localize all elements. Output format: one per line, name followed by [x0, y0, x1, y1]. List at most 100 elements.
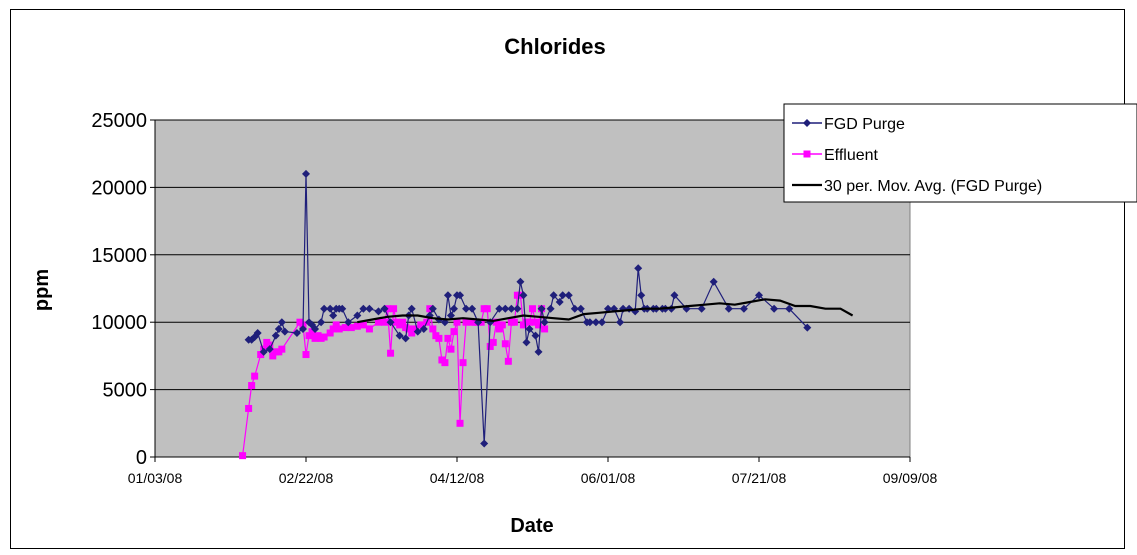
data-point-square	[456, 419, 464, 427]
x-axis-title: Date	[510, 515, 553, 537]
data-point-square	[486, 342, 494, 350]
data-point-diamond	[546, 304, 555, 313]
data-point-diamond	[549, 291, 558, 300]
data-point-diamond	[531, 331, 540, 340]
y-tick-label: 15000	[91, 245, 147, 267]
data-point-square	[365, 325, 373, 333]
data-point-square	[251, 372, 259, 380]
data-point-diamond	[271, 331, 280, 340]
data-point-square	[417, 321, 425, 329]
data-point-square	[483, 305, 491, 313]
y-tick-label: 10000	[91, 312, 147, 334]
y-tick-label: 25000	[91, 110, 147, 132]
data-point-diamond	[386, 318, 395, 327]
data-point-square	[408, 329, 416, 337]
data-point-diamond	[253, 328, 262, 337]
data-point-diamond	[507, 304, 516, 313]
series-layer	[239, 169, 854, 460]
data-point-diamond	[395, 331, 404, 340]
chart-title: Chlorides	[504, 34, 605, 59]
data-point-diamond	[277, 318, 286, 327]
data-point-diamond	[519, 291, 528, 300]
data-point-diamond	[803, 323, 812, 332]
x-axis-ticks: 01/03/08 02/22/08 04/12/08 06/01/08 07/21/08…	[128, 457, 937, 486]
data-point-diamond	[616, 318, 625, 327]
data-point-diamond	[709, 277, 718, 286]
data-point-diamond	[265, 345, 274, 354]
data-point-square	[305, 332, 313, 340]
data-point-square	[444, 334, 452, 342]
data-point-square	[239, 452, 247, 460]
data-point-square	[405, 325, 413, 333]
data-point-diamond	[468, 304, 477, 313]
data-point-square	[441, 359, 449, 367]
data-point-diamond	[329, 311, 338, 320]
data-point-square	[302, 351, 310, 359]
data-point-diamond	[670, 291, 679, 300]
legend-label: Effluent	[824, 147, 879, 164]
data-point-square	[453, 318, 461, 326]
data-point-diamond	[320, 304, 329, 313]
data-point-diamond	[501, 304, 510, 313]
data-point-square	[495, 325, 503, 333]
legend: FGD Purge Effluent 30 per. Mov. Avg. (FGD …	[783, 103, 1137, 203]
y-axis-ticks: 0 5000 10000 15000 20000 25000	[91, 110, 155, 469]
legend-swatch-marker	[803, 150, 811, 158]
x-tick-label: 07/21/08	[732, 470, 787, 486]
data-point-diamond	[344, 318, 353, 327]
data-point-diamond	[570, 304, 579, 313]
data-point-square	[353, 322, 361, 330]
data-point-square	[435, 334, 443, 342]
data-point-diamond	[380, 304, 389, 313]
y-tick-label: 5000	[103, 380, 148, 402]
data-point-diamond	[739, 304, 748, 313]
data-point-square	[504, 357, 512, 365]
data-point-diamond	[480, 439, 489, 448]
data-point-square	[541, 325, 549, 333]
data-point-diamond	[525, 324, 534, 333]
x-tick-label: 04/12/08	[430, 470, 485, 486]
data-point-diamond	[449, 304, 458, 313]
data-point-square	[326, 329, 334, 337]
data-point-square	[248, 382, 256, 390]
data-point-square	[359, 321, 367, 329]
data-point-diamond	[495, 304, 504, 313]
series-0	[244, 169, 812, 448]
data-point-square	[411, 325, 419, 333]
data-point-diamond	[697, 304, 706, 313]
data-point-diamond	[516, 277, 525, 286]
data-point-square	[429, 325, 437, 333]
data-point-square	[347, 324, 355, 332]
data-point-square	[450, 328, 458, 336]
data-point-diamond	[280, 327, 289, 336]
y-axis-title: ppm	[31, 269, 53, 311]
legend-label: 30 per. Mov. Avg. (FGD Purge)	[824, 178, 1042, 195]
series-2	[357, 298, 854, 324]
data-point-square	[510, 318, 518, 326]
data-point-diamond	[585, 318, 594, 327]
data-point-square	[245, 404, 253, 412]
y-tick-label: 0	[136, 447, 147, 469]
data-point-square	[501, 340, 509, 348]
data-point-diamond	[259, 347, 268, 356]
data-point-diamond	[770, 304, 779, 313]
data-point-square	[278, 345, 286, 353]
x-tick-label: 01/03/08	[128, 470, 183, 486]
data-point-diamond	[591, 318, 600, 327]
data-point-square	[341, 324, 349, 332]
data-point-diamond	[534, 347, 543, 356]
data-point-diamond	[292, 328, 301, 337]
data-point-diamond	[462, 304, 471, 313]
data-point-diamond	[359, 304, 368, 313]
data-point-diamond	[540, 318, 549, 327]
data-point-square	[492, 318, 500, 326]
data-point-square	[390, 305, 398, 313]
data-point-diamond	[407, 304, 416, 313]
data-point-diamond	[724, 304, 733, 313]
data-point-square	[308, 328, 316, 336]
data-point-square	[335, 325, 343, 333]
data-point-diamond	[311, 324, 320, 333]
data-point-diamond	[353, 311, 362, 320]
data-point-square	[332, 321, 340, 329]
data-point-square	[447, 345, 455, 353]
